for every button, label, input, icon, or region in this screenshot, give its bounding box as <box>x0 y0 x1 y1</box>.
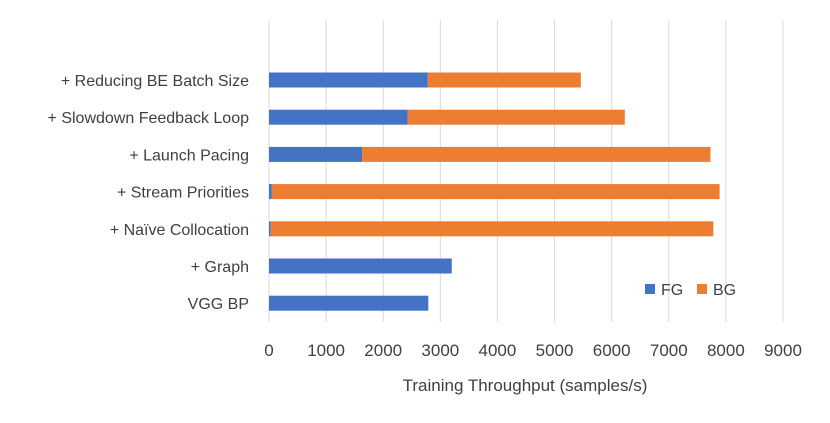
x-tick-label: 2000 <box>364 341 402 360</box>
x-tick-label: 6000 <box>593 341 631 360</box>
category-label: + Slowdown Feedback Loop <box>48 110 250 127</box>
category-label: VGG BP <box>188 296 249 313</box>
x-tick-label: 0 <box>264 341 273 360</box>
legend: FG BG <box>645 282 736 299</box>
bar-fg <box>269 184 272 200</box>
bar-fg <box>269 72 428 88</box>
x-tick-label: 1000 <box>307 341 345 360</box>
x-tick-label: 3000 <box>421 341 459 360</box>
x-tick-label: 8000 <box>707 341 745 360</box>
x-tick-label: 7000 <box>650 341 688 360</box>
bar-fg <box>269 295 429 311</box>
category-label: + Reducing BE Batch Size <box>61 73 249 90</box>
gridlines <box>268 20 784 322</box>
category-label: + Stream Priorities <box>117 185 249 202</box>
bar-bg <box>427 72 581 88</box>
category-labels: + Reducing BE Batch Size + Slowdown Feedb… <box>48 73 250 313</box>
x-tick-labels: 0 1000 2000 3000 4000 5000 6000 7000 8000 9000 <box>264 341 802 360</box>
bar-fg <box>269 221 271 237</box>
bar-bg <box>362 146 711 162</box>
bar-bg <box>271 184 720 200</box>
x-axis-title: Training Throughput (samples/s) <box>403 376 648 395</box>
x-tick-label: 4000 <box>479 341 517 360</box>
legend-label-bg: BG <box>713 282 736 299</box>
bar-fg <box>269 146 363 162</box>
category-label: + Graph <box>191 259 249 276</box>
legend-swatch-bg <box>697 284 707 294</box>
bar-fg <box>269 109 408 125</box>
bars <box>269 72 720 311</box>
bar-bg <box>270 221 714 237</box>
legend-label-fg: FG <box>661 282 683 299</box>
category-label: + Naïve Collocation <box>110 222 249 239</box>
bar-fg <box>269 258 452 274</box>
legend-swatch-fg <box>645 284 655 294</box>
x-tick-label: 5000 <box>536 341 574 360</box>
bar-bg <box>407 109 625 125</box>
x-tick-label: 9000 <box>764 341 802 360</box>
category-label: + Launch Pacing <box>129 147 249 164</box>
